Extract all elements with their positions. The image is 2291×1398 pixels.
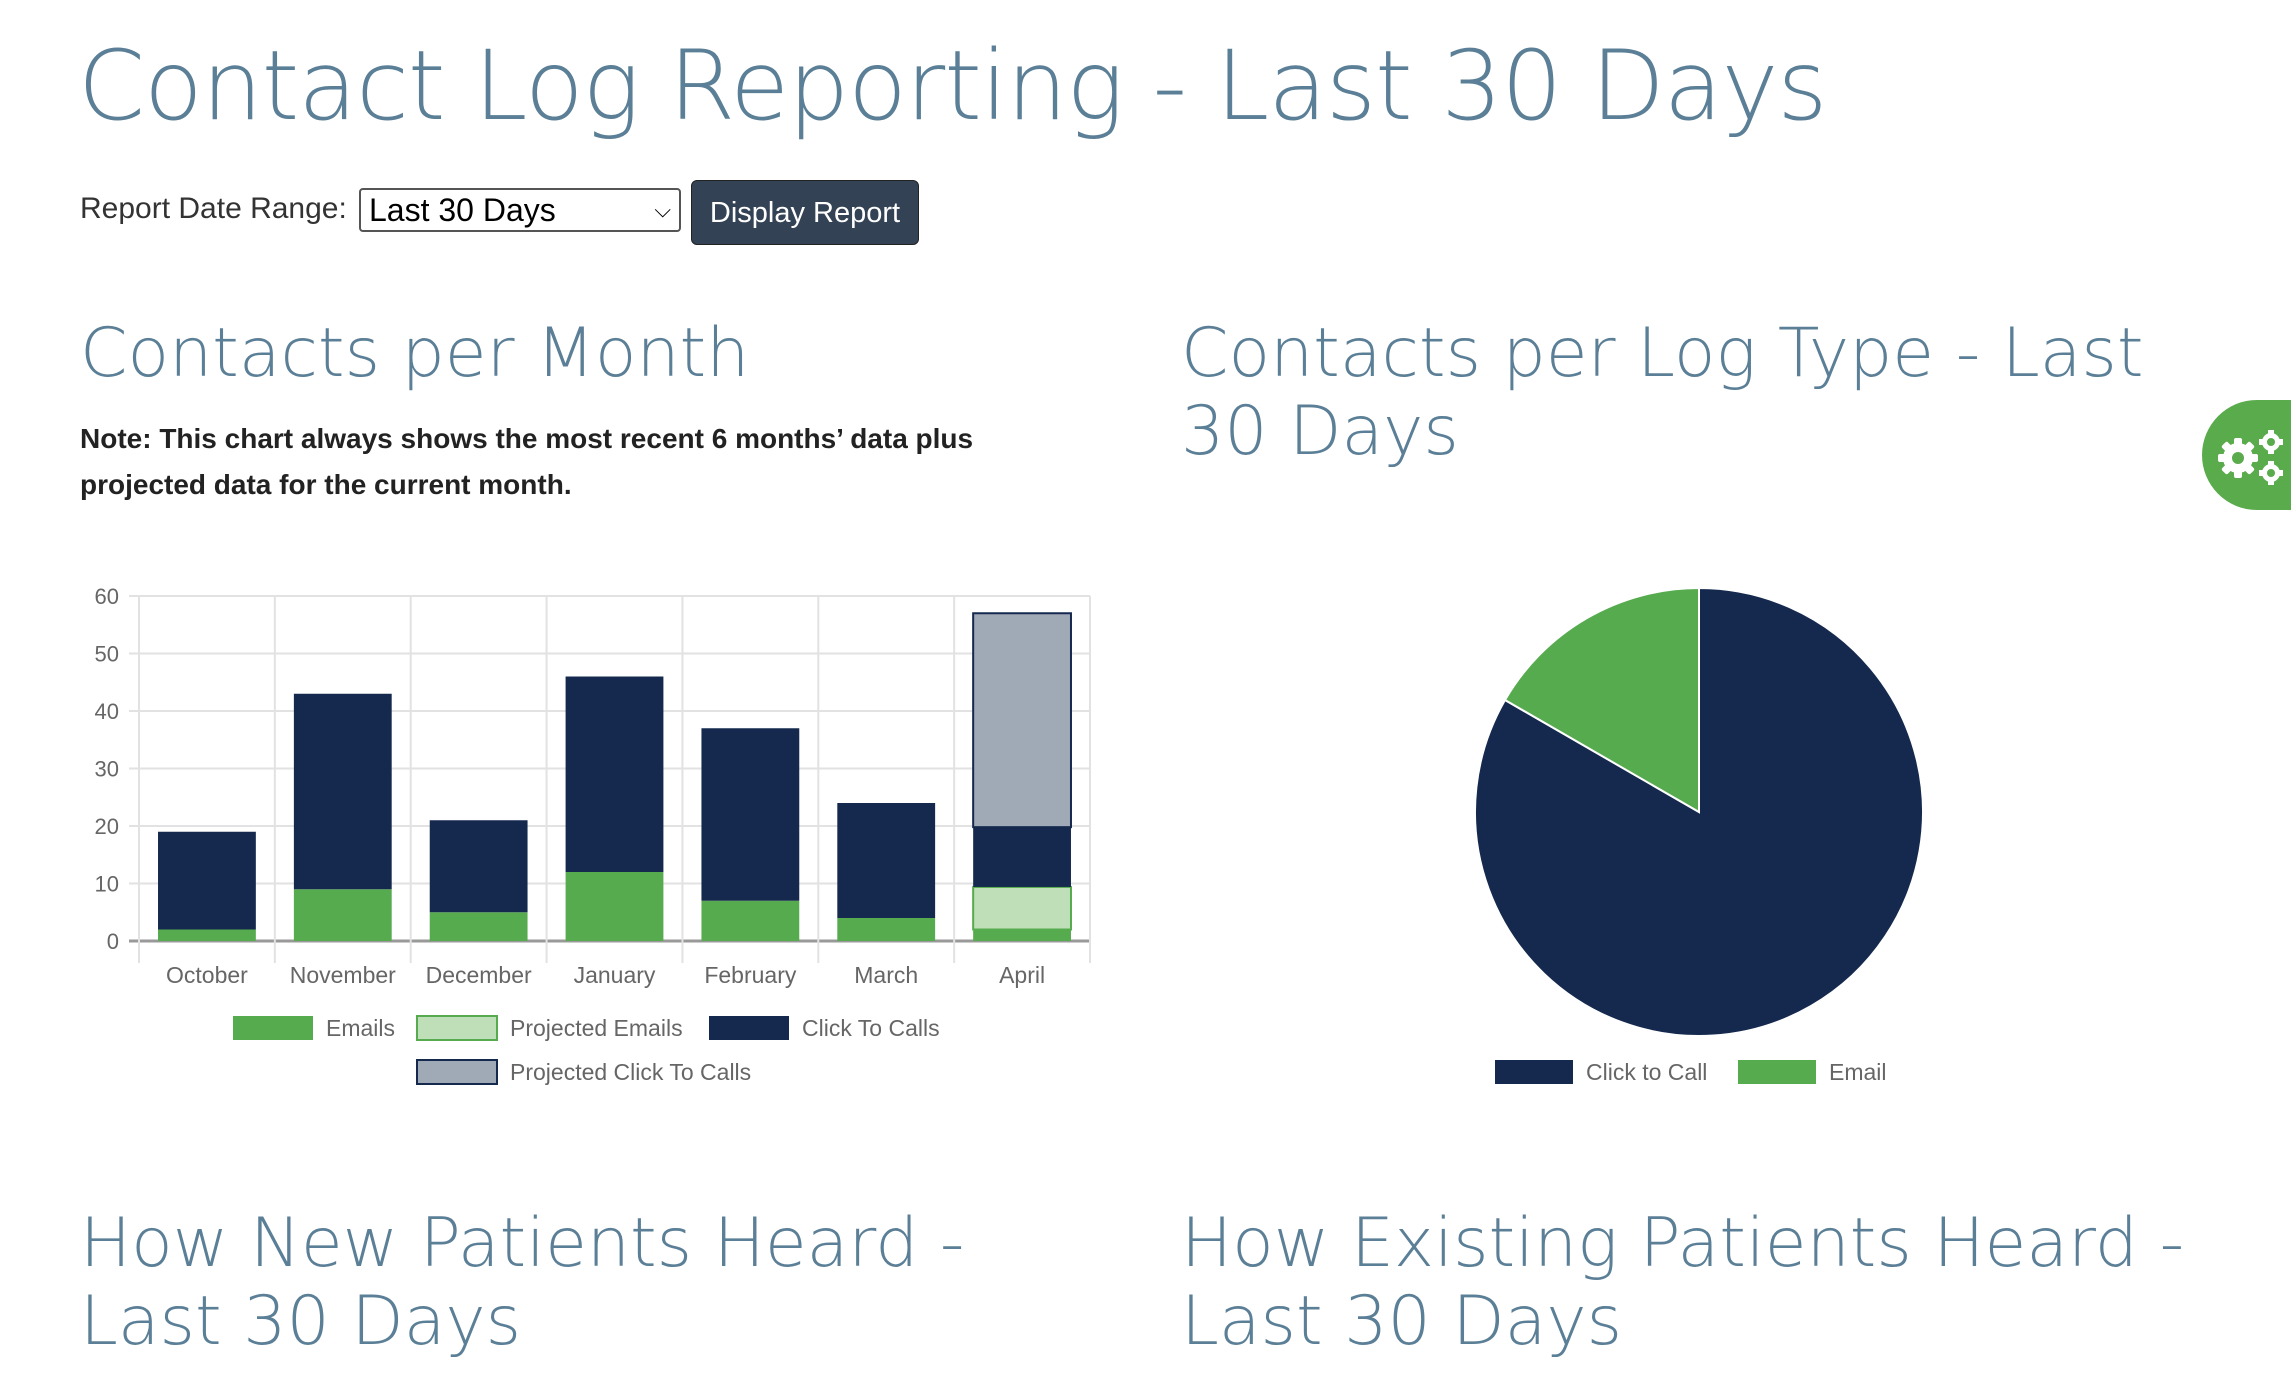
bar-emails [701, 900, 800, 941]
y-tick-label: 20 [95, 814, 119, 839]
bar-emails [293, 889, 392, 941]
y-tick-label: 0 [107, 929, 119, 954]
legend-label: Click To Calls [802, 1015, 940, 1041]
bar-projected-click-to-calls [972, 612, 1072, 829]
date-range-label: Report Date Range: [80, 192, 347, 225]
x-tick-label: April [999, 962, 1045, 988]
y-tick-label: 50 [95, 642, 119, 667]
bar-click-to-calls [293, 693, 392, 890]
contacts-per-log-type-chart: Click to Call Email [1474, 586, 1924, 1085]
legend-label: Projected Click To Calls [510, 1059, 751, 1085]
bar-click-to-calls [565, 676, 664, 872]
bar-emails [837, 918, 936, 941]
x-tick-label: October [166, 962, 248, 988]
contacts-per-month-chart: 0 10 20 30 40 50 60 October November December Janu… [95, 584, 1091, 1085]
x-tick-label: December [426, 962, 532, 988]
existing-patients-heading: How Existing Patients Heard - Last 30 Da… [1181, 1204, 2185, 1361]
gears-icon [2218, 430, 2283, 485]
bar-emails [973, 929, 1071, 941]
bar-click-to-calls [158, 831, 256, 930]
legend-swatch [1495, 1060, 1573, 1084]
legend-swatch [1738, 1060, 1816, 1084]
bar-emails [565, 872, 664, 941]
pie-slice-email [1503, 586, 1700, 814]
contacts-per-log-type-heading: Contacts per Log Type - Last 30 Days [1181, 314, 2144, 471]
x-tick-label: February [704, 962, 797, 988]
legend-swatch [709, 1016, 789, 1040]
legend-label: Email [1829, 1059, 1887, 1085]
legend-label: Projected Emails [510, 1015, 683, 1041]
bar-click-to-calls [429, 820, 528, 913]
legend-label: Emails [326, 1015, 395, 1041]
x-tick-label: March [854, 962, 918, 988]
y-tick-label: 40 [95, 699, 119, 724]
date-range-value: Last 30 Days [369, 192, 556, 228]
legend-swatch [233, 1016, 313, 1040]
chart-note: Note: This chart always shows the most r… [80, 423, 974, 500]
bar-click-to-calls [837, 803, 936, 918]
bar-emails [429, 912, 528, 941]
y-tick-label: 30 [95, 757, 119, 782]
new-patients-heading: How New Patients Heard - Last 30 Days [80, 1204, 965, 1361]
bar-click-to-calls [973, 827, 1071, 887]
bar-click-to-calls [701, 728, 800, 901]
x-tick-label: November [290, 962, 396, 988]
settings-tab[interactable] [2202, 400, 2291, 510]
legend-swatch [416, 1059, 498, 1085]
chevron-down-icon: ⌵ [654, 197, 671, 222]
x-tick-label: January [574, 962, 656, 988]
legend-swatch [416, 1015, 498, 1041]
contacts-per-month-heading: Contacts per Month [80, 314, 750, 393]
bar-emails [158, 929, 256, 941]
date-range-select[interactable]: Last 30 Days ⌵ [359, 188, 681, 232]
bar-projected-emails [972, 885, 1072, 931]
y-tick-label: 60 [95, 584, 119, 609]
legend-label: Click to Call [1586, 1059, 1707, 1085]
display-report-button[interactable]: Display Report [691, 180, 919, 245]
page-title: Contact Log Reporting - Last 30 Days [78, 30, 1827, 142]
y-tick-label: 10 [95, 872, 119, 897]
